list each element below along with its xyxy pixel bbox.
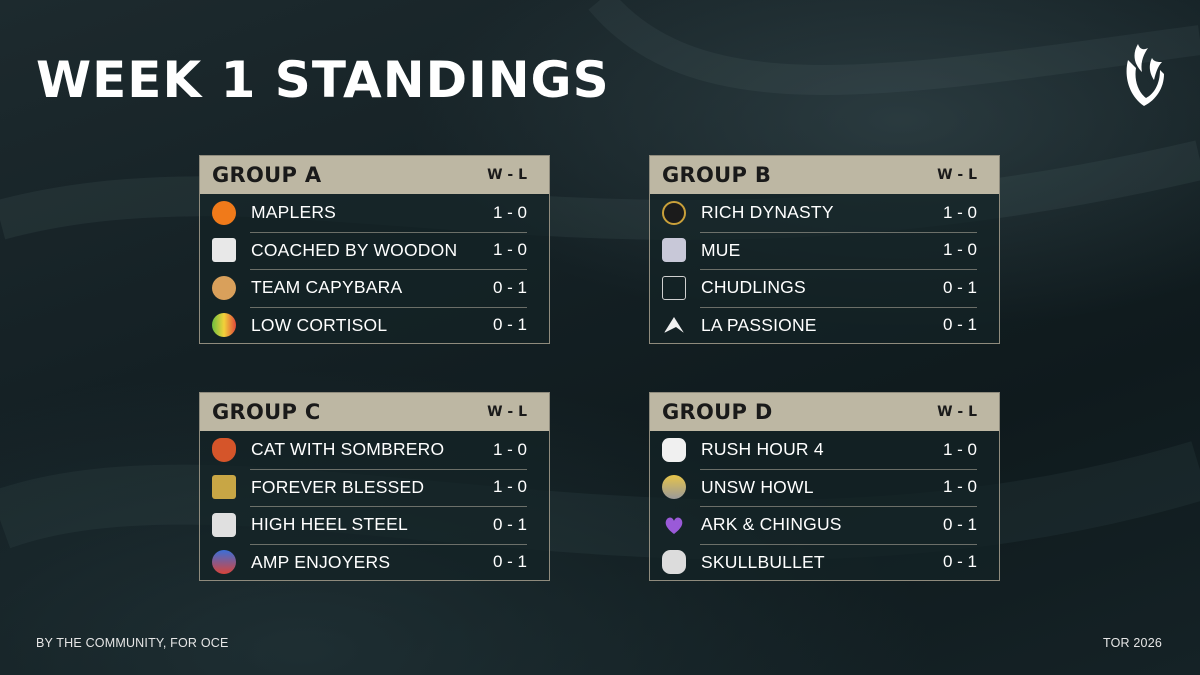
maplers-logo-icon	[212, 200, 236, 225]
win-loss-header: W - L	[487, 404, 527, 420]
team-row: SKULLBULLET 0 - 1	[650, 543, 999, 582]
team-record: 1 - 0	[942, 240, 977, 260]
team-name: SKULLBULLET	[701, 551, 825, 572]
team-name: MAPLERS	[251, 202, 337, 223]
team-row: CAT WITH SOMBRERO 1 - 0	[200, 431, 549, 469]
team-name: RUSH HOUR 4	[701, 439, 824, 460]
team-record: 1 - 0	[492, 202, 527, 222]
mue-logo-icon	[662, 238, 686, 263]
group-d-panel: GROUP D W - L RUSH HOUR 4 1 - 0 UNSW HOW…	[649, 392, 1000, 581]
team-record: 0 - 1	[492, 514, 527, 534]
win-loss-header: W - L	[487, 167, 527, 183]
amp-enjoyers-logo-icon	[212, 550, 236, 575]
footer-event: TOR 2026	[1102, 636, 1162, 650]
team-record: 1 - 0	[942, 439, 977, 459]
team-name: FOREVER BLESSED	[251, 476, 425, 497]
cbw-logo-icon	[212, 238, 236, 263]
group-header: GROUP A W - L	[200, 156, 549, 194]
team-row: RUSH HOUR 4 1 - 0	[650, 431, 999, 469]
team-record: 0 - 1	[492, 315, 527, 335]
team-row: HIGH HEEL STEEL 0 - 1	[200, 506, 549, 544]
team-row: LA PASSIONE 0 - 1	[650, 306, 999, 345]
team-record: 1 - 0	[492, 240, 527, 260]
team-row: MUE 1 - 0	[650, 231, 999, 270]
page-title: WEEK 1 STANDINGS	[36, 51, 610, 109]
group-a-panel: GROUP A W - L MAPLERS 1 - 0 COACHED BY W…	[199, 155, 550, 344]
team-row: CHUDLINGS 0 - 1	[650, 269, 999, 307]
group-c-panel: GROUP C W - L CAT WITH SOMBRERO 1 - 0 FO…	[199, 392, 550, 581]
rush-hour-logo-icon	[662, 437, 686, 462]
group-header: GROUP C W - L	[200, 393, 549, 431]
team-record: 0 - 1	[942, 552, 977, 572]
team-record: 0 - 1	[942, 315, 977, 335]
team-row: RICH DYNASTY 1 - 0	[650, 194, 999, 232]
team-record: 0 - 1	[942, 514, 977, 534]
team-record: 0 - 1	[492, 552, 527, 572]
group-name: GROUP B	[662, 163, 772, 187]
team-row: ARK & CHINGUS 0 - 1	[650, 506, 999, 544]
win-loss-header: W - L	[937, 167, 977, 183]
forever-blessed-logo-icon	[212, 475, 236, 500]
team-name: LOW CORTISOL	[251, 314, 388, 335]
team-record: 1 - 0	[492, 477, 527, 497]
team-row: MAPLERS 1 - 0	[200, 194, 549, 232]
team-name: RICH DYNASTY	[701, 202, 834, 223]
group-name: GROUP D	[662, 400, 773, 424]
footer-tagline: BY THE COMMUNITY, FOR OCE	[36, 636, 229, 650]
team-record: 1 - 0	[492, 439, 527, 459]
team-row: LOW CORTISOL 0 - 1	[200, 306, 549, 345]
chudlings-logo-icon	[662, 275, 686, 300]
ark-chingus-logo-icon	[665, 517, 683, 534]
high-heel-steel-logo-icon	[212, 512, 236, 537]
team-record: 0 - 1	[942, 277, 977, 297]
team-row: FOREVER BLESSED 1 - 0	[200, 468, 549, 507]
team-name: MUE	[701, 239, 741, 260]
team-name: HIGH HEEL STEEL	[251, 514, 408, 535]
team-row: AMP ENJOYERS 0 - 1	[200, 543, 549, 582]
cat-sombrero-logo-icon	[212, 437, 236, 462]
unsw-howl-logo-icon	[662, 475, 686, 500]
flame-hand-logo-icon	[1126, 44, 1164, 106]
team-name: COACHED BY WOODON	[251, 239, 458, 260]
team-name: CHUDLINGS	[701, 277, 806, 298]
team-name: CAT WITH SOMBRERO	[251, 439, 445, 460]
group-b-panel: GROUP B W - L RICH DYNASTY 1 - 0 MUE 1 -…	[649, 155, 1000, 344]
team-row: UNSW HOWL 1 - 0	[650, 468, 999, 507]
team-row: TEAM CAPYBARA 0 - 1	[200, 269, 549, 307]
group-name: GROUP A	[212, 163, 322, 187]
team-name: TEAM CAPYBARA	[251, 277, 403, 298]
team-name: AMP ENJOYERS	[251, 551, 391, 572]
win-loss-header: W - L	[937, 404, 977, 420]
group-name: GROUP C	[212, 400, 321, 424]
team-name: UNSW HOWL	[701, 476, 814, 497]
capybara-logo-icon	[212, 275, 236, 300]
group-header: GROUP D W - L	[650, 393, 999, 431]
team-name: LA PASSIONE	[701, 314, 817, 335]
group-header: GROUP B W - L	[650, 156, 999, 194]
rich-dynasty-logo-icon	[662, 200, 686, 225]
la-passione-logo-icon	[664, 317, 684, 334]
low-cortisol-logo-icon	[212, 313, 236, 338]
team-name: ARK & CHINGUS	[701, 514, 842, 535]
team-record: 0 - 1	[492, 277, 527, 297]
team-row: COACHED BY WOODON 1 - 0	[200, 231, 549, 270]
team-record: 1 - 0	[942, 202, 977, 222]
skullbullet-logo-icon	[662, 550, 686, 575]
team-record: 1 - 0	[942, 477, 977, 497]
